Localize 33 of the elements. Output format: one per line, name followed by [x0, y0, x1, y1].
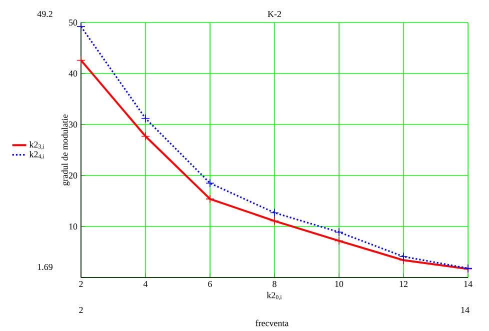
x-tick-label: 12 — [400, 281, 408, 287]
x-tick-label: 14 — [464, 281, 472, 287]
x-tick-label: 10 — [335, 281, 344, 288]
point — [141, 132, 150, 141]
text: 49.2 — [37, 10, 52, 18]
text: 14 — [461, 307, 470, 313]
point — [270, 208, 279, 218]
y-tick-label: 30 — [68, 121, 78, 128]
legend-label: k2$_{4,i}$ — [29, 151, 44, 160]
legend-label: k2$_{3,i}$ — [29, 141, 44, 150]
point — [206, 178, 214, 188]
point — [76, 22, 86, 31]
point — [399, 252, 408, 261]
point — [206, 194, 214, 204]
x-tick-label: 8 — [272, 281, 276, 288]
y-axis-title: gradul de modulatie — [61, 114, 70, 186]
x-tick-label: 2 — [79, 281, 83, 287]
x-axis-title: k2$_{0,i}$ — [266, 292, 282, 300]
point — [270, 216, 279, 226]
y-tick-label: 20 — [68, 172, 78, 179]
text: 2 — [79, 307, 83, 313]
y-tick-label: 50 — [69, 19, 78, 26]
point — [334, 228, 344, 236]
point — [76, 56, 86, 65]
text: 1.69 — [38, 264, 52, 270]
point — [141, 114, 150, 123]
y-tick-label: 10 — [69, 223, 78, 230]
x-tick-label: 4 — [143, 281, 148, 287]
x-tick-label: 6 — [208, 281, 212, 288]
y-tick-label: 40 — [68, 70, 78, 77]
chart-title: K-2 — [268, 11, 281, 17]
text: frecventa — [256, 320, 289, 326]
point — [334, 236, 344, 246]
